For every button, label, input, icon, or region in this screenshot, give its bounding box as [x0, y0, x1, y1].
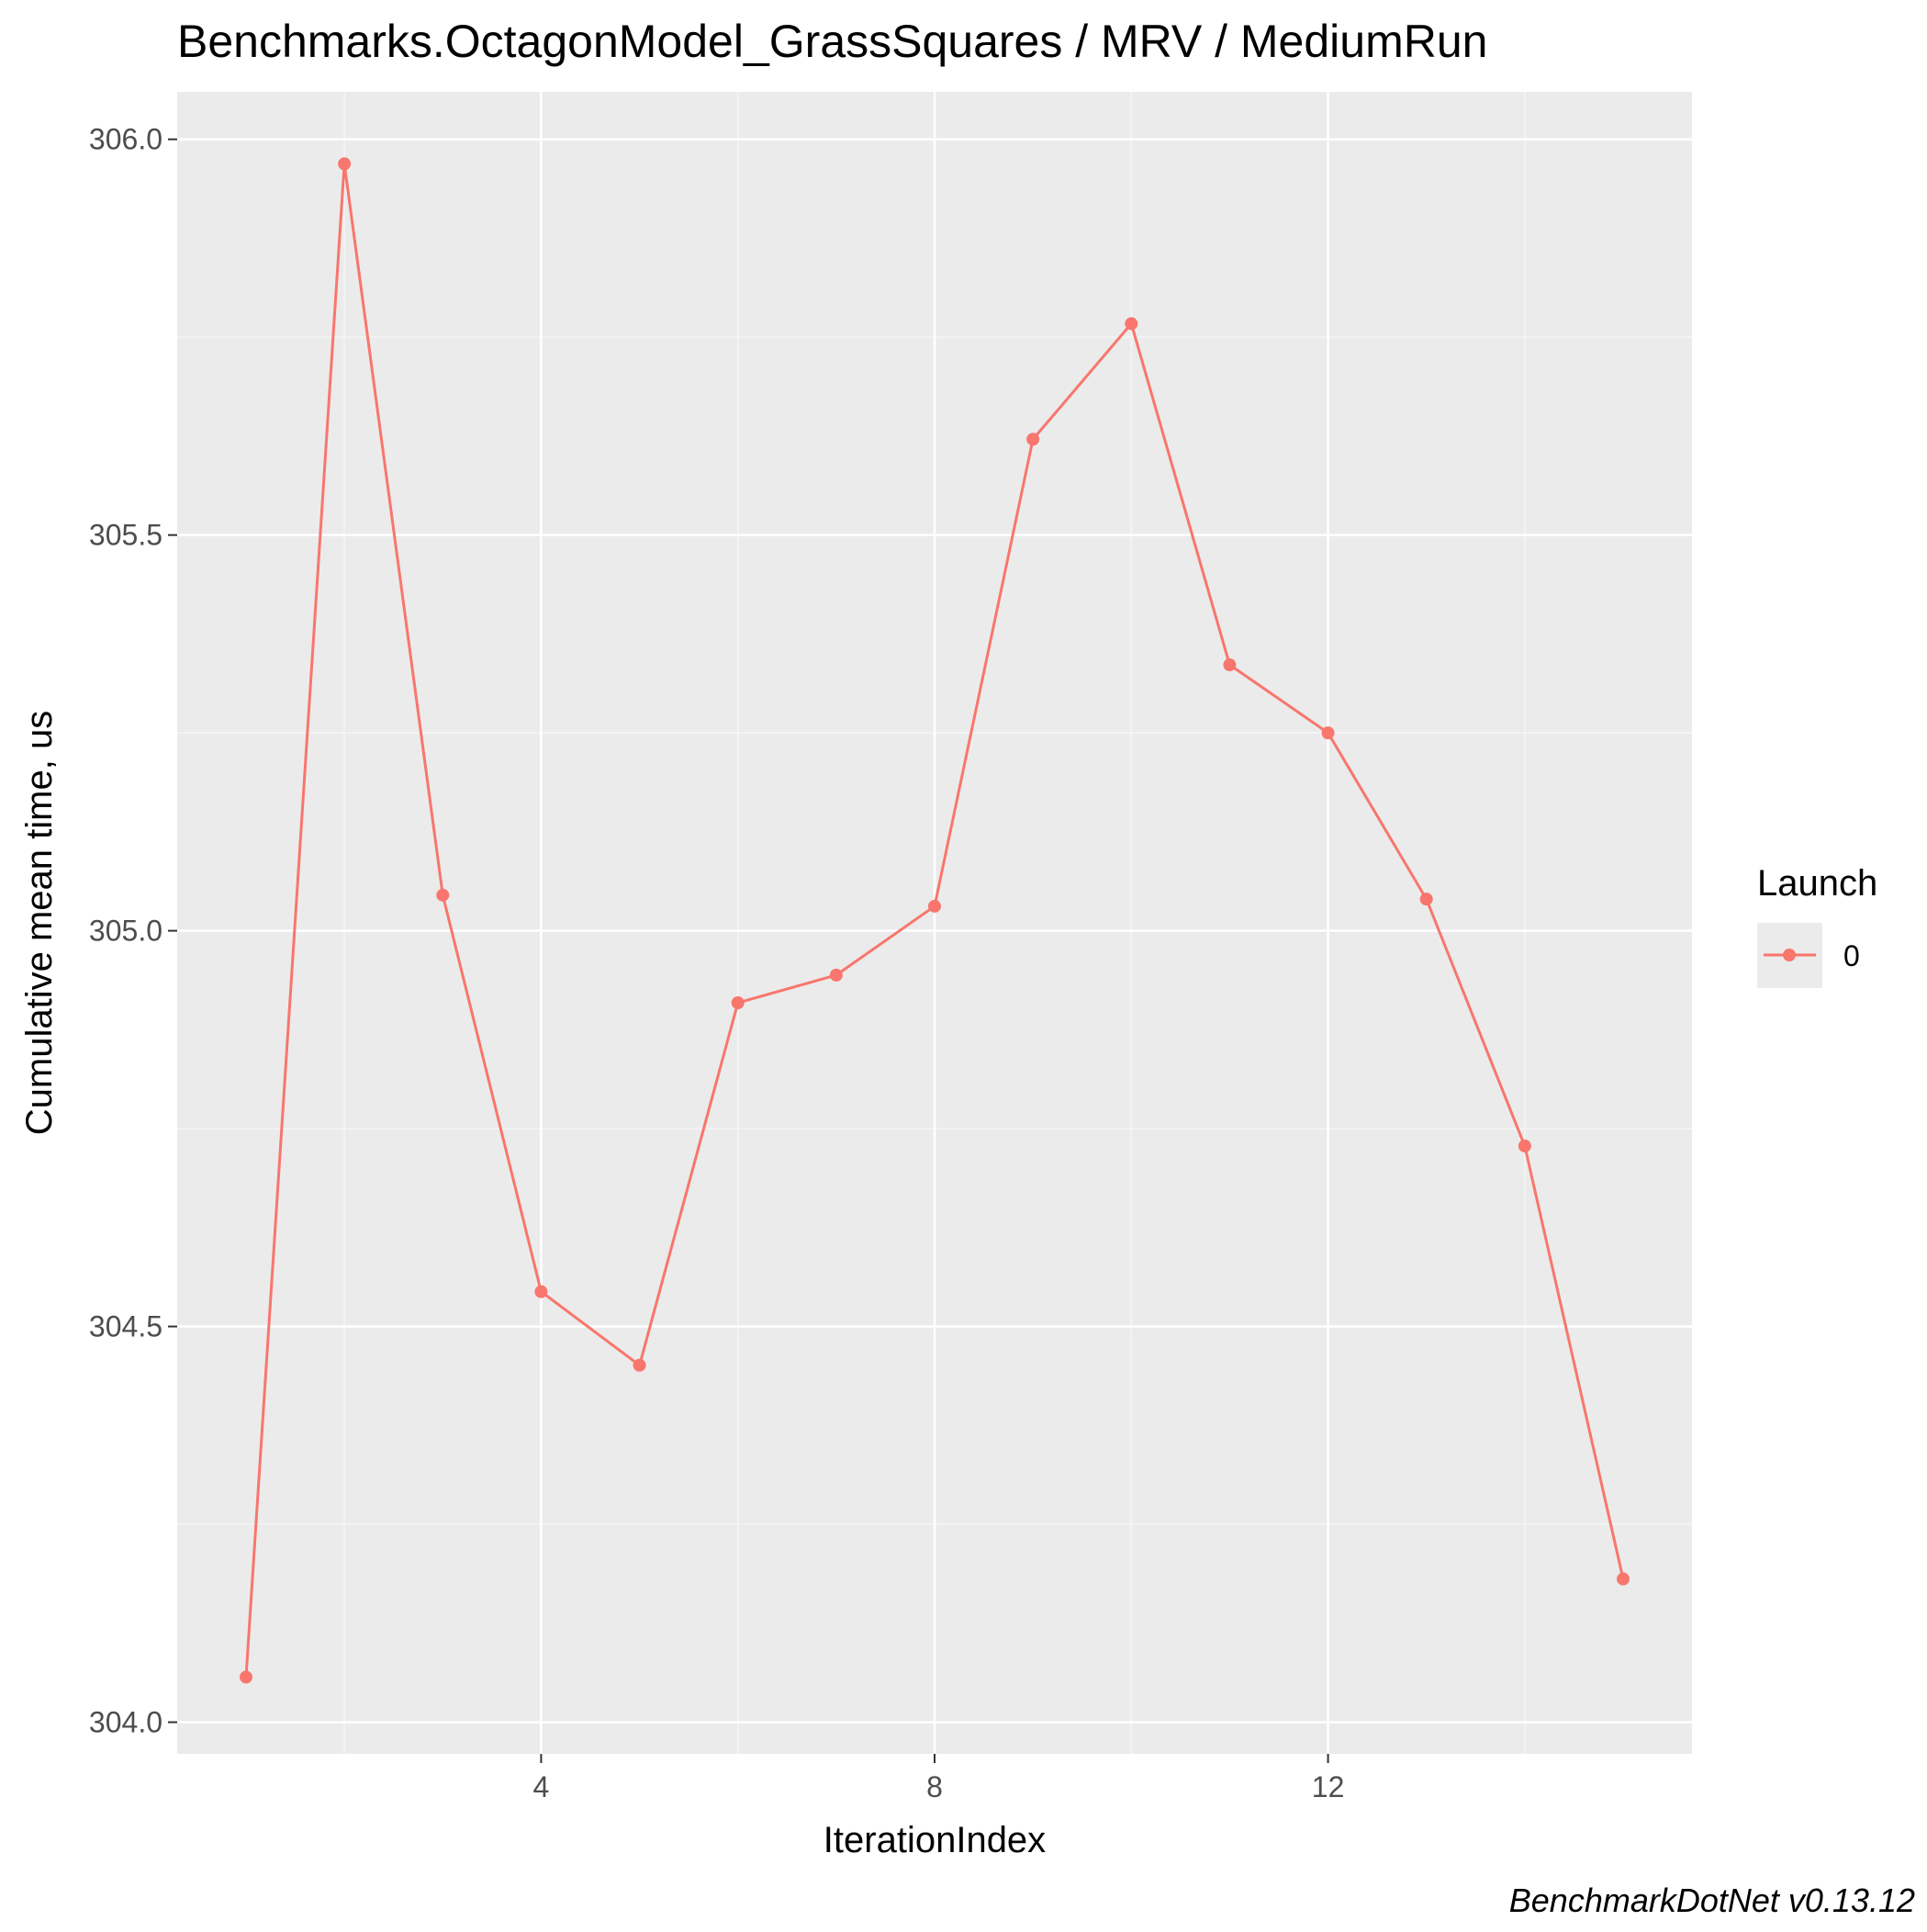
data-point: [928, 899, 941, 913]
data-point: [731, 996, 745, 1010]
data-point: [1125, 317, 1138, 331]
x-tick-label: 4: [533, 1770, 550, 1803]
data-point: [829, 968, 843, 982]
legend-title: Launch: [1757, 863, 1877, 904]
data-point: [436, 888, 450, 902]
data-point: [1321, 726, 1335, 740]
y-tick-label: 306.0: [89, 123, 162, 156]
data-point: [338, 157, 352, 171]
caption: BenchmarkDotNet v0.13.12: [1509, 1881, 1915, 1919]
y-tick-label: 304.0: [89, 1706, 162, 1739]
data-point: [534, 1285, 548, 1298]
data-point: [1419, 893, 1433, 906]
legend: Launch 0: [1757, 863, 1877, 988]
data-point: [1026, 432, 1040, 446]
axis-ticks: 4 8 12 304.0 304.5 305.0 305.5 306.0: [89, 123, 1344, 1803]
legend-key-point: [1783, 949, 1796, 961]
data-point: [1617, 1572, 1630, 1586]
data-point: [1518, 1140, 1531, 1153]
x-tick-label: 12: [1312, 1770, 1345, 1803]
x-axis-title: IterationIndex: [823, 1820, 1046, 1860]
y-tick-label: 304.5: [89, 1310, 162, 1343]
data-point: [633, 1358, 646, 1372]
x-tick-label: 8: [926, 1770, 943, 1803]
legend-label-0: 0: [1843, 939, 1860, 972]
y-tick-label: 305.0: [89, 915, 162, 948]
chart-title: Benchmarks.OctagonModel_GrassSquares / M…: [177, 16, 1487, 67]
data-point: [1223, 658, 1237, 672]
series-layer: [240, 157, 1630, 1684]
y-axis-title: Cumulative mean time, us: [19, 711, 60, 1135]
data-point: [240, 1670, 252, 1684]
grid-major: [177, 92, 1692, 1754]
y-tick-label: 305.5: [89, 519, 162, 552]
